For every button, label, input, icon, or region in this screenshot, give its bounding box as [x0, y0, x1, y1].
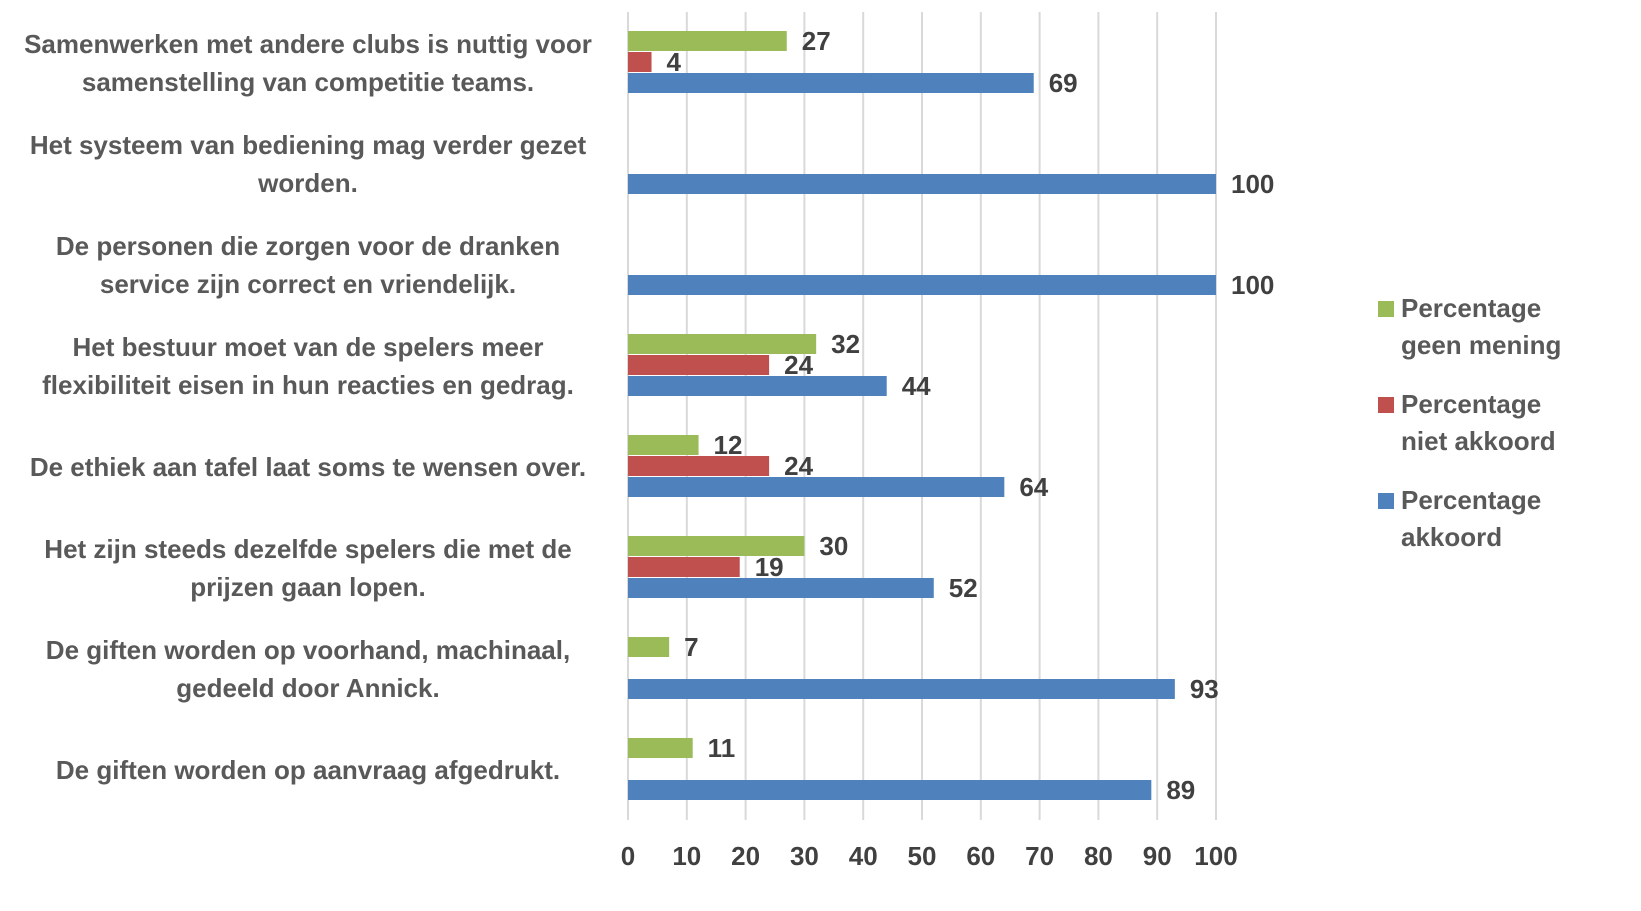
data-label: 24	[784, 451, 813, 481]
legend-label: Percentage niet akkoord	[1401, 389, 1556, 456]
bar	[628, 355, 770, 375]
bar	[628, 52, 652, 72]
x-tick-label: 40	[849, 841, 878, 871]
legend-swatch	[1378, 397, 1394, 413]
data-label: 4	[667, 47, 682, 77]
y-tick-label: Het bestuur moet van de spelers meer fle…	[42, 331, 574, 400]
x-tick-label: 20	[731, 841, 760, 871]
y-tick-label: De ethiek aan tafel laat soms te wensen …	[29, 451, 587, 482]
legend-label: Percentage geen mening	[1401, 293, 1562, 360]
x-tick-label: 30	[790, 841, 819, 871]
y-tick-label: De giften worden op voorhand, machinaal,…	[45, 634, 571, 703]
bar	[628, 536, 805, 556]
data-label: 12	[714, 430, 743, 460]
bar	[628, 477, 1005, 497]
y-tick-label: Het systeem van bediening mag verder gez…	[29, 129, 587, 198]
x-tick-label: 50	[908, 841, 937, 871]
bar	[628, 637, 670, 657]
x-tick-label: 10	[672, 841, 701, 871]
data-label: 93	[1190, 674, 1219, 704]
bar	[628, 73, 1034, 93]
bar	[628, 31, 787, 51]
data-label: 64	[1019, 472, 1048, 502]
bar	[628, 376, 887, 396]
y-tick-label: De giften worden op aanvraag afgedrukt.	[55, 754, 561, 785]
data-label: 100	[1231, 169, 1274, 199]
data-label: 44	[902, 371, 931, 401]
data-label: 24	[784, 350, 813, 380]
data-label: 32	[831, 329, 860, 359]
data-label: 100	[1231, 270, 1274, 300]
legend-swatch	[1378, 493, 1394, 509]
y-tick-label: De personen die zorgen voor de dranken s…	[55, 230, 561, 299]
data-label: 52	[949, 573, 978, 603]
x-tick-label: 80	[1084, 841, 1113, 871]
x-tick-label: 60	[966, 841, 995, 871]
bar	[628, 578, 934, 598]
data-label: 19	[755, 552, 784, 582]
bar	[628, 334, 817, 354]
data-label: 7	[684, 632, 698, 662]
bar	[628, 738, 693, 758]
y-tick-label: Het zijn steeds dezelfde spelers die met…	[44, 533, 572, 602]
x-tick-label: 90	[1143, 841, 1172, 871]
data-label: 27	[802, 26, 831, 56]
x-tick-label: 100	[1194, 841, 1237, 871]
bar	[628, 275, 1216, 295]
bar	[628, 557, 740, 577]
x-tick-label: 0	[621, 841, 635, 871]
y-tick-label: Samenwerken met andere clubs is nuttig v…	[24, 28, 592, 97]
data-label: 69	[1049, 68, 1078, 98]
bar	[628, 780, 1152, 800]
x-tick-label: 70	[1025, 841, 1054, 871]
legend-label: Percentage akkoord	[1401, 485, 1542, 552]
bar	[628, 456, 770, 476]
data-label: 30	[819, 531, 848, 561]
data-label: 89	[1166, 775, 1195, 805]
bar	[628, 679, 1175, 699]
bar	[628, 174, 1216, 194]
data-label: 11	[708, 733, 736, 763]
legend-swatch	[1378, 301, 1394, 317]
bar	[628, 435, 699, 455]
